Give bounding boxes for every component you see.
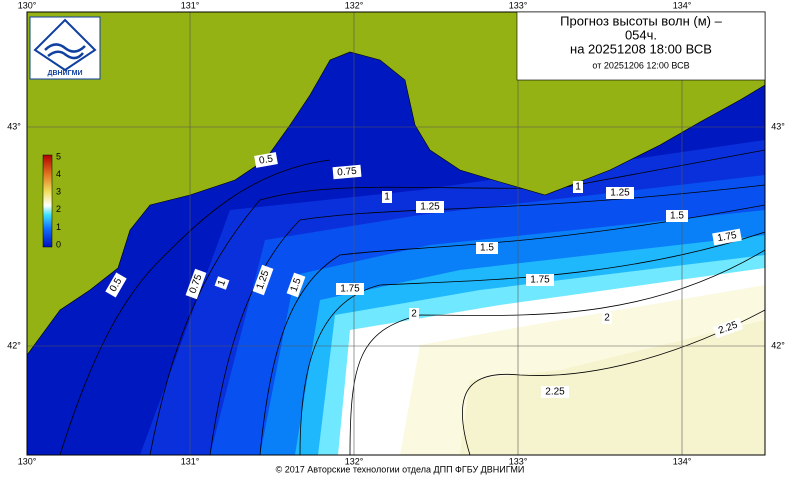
contour-value: 1.5 — [480, 243, 494, 254]
lat-label: 43° — [7, 121, 21, 131]
label-bg — [409, 308, 419, 320]
colorbar-tick: 3 — [56, 187, 61, 197]
contour-label: 1.25 — [606, 187, 634, 199]
contour-value: 1 — [216, 278, 228, 287]
contour-label: 2 — [409, 308, 419, 320]
contour-value: 2.25 — [545, 387, 565, 398]
colorbar-tick: 1 — [56, 222, 61, 232]
title-line: от 20251206 12:00 ВСВ — [592, 60, 689, 70]
contour-value: 1.75 — [340, 284, 360, 295]
logo: ДВНИГМИ — [29, 16, 101, 80]
logo-text: ДВНИГМИ — [48, 70, 83, 77]
colorbar-tick: 5 — [56, 151, 61, 161]
contour-value: 0.75 — [337, 166, 358, 179]
contour-value: 0.5 — [258, 153, 274, 166]
contour-label: 0.5 — [105, 272, 127, 298]
contour-value: 1.25 — [420, 202, 440, 213]
label-bg — [606, 187, 634, 199]
label-bg — [712, 228, 742, 246]
lon-label: 133° — [509, 0, 528, 10]
contour-label: 2 — [602, 312, 612, 324]
lat-label: 42° — [771, 340, 785, 350]
contour-value: 1.75 — [530, 275, 550, 286]
map-area — [27, 12, 765, 455]
title-line: Прогноз высоты волн (м) – — [560, 13, 722, 28]
contour-label: 2.25 — [541, 386, 569, 398]
label-bg — [573, 181, 583, 193]
colorbar — [42, 154, 53, 248]
contour-label: 1 — [573, 181, 583, 193]
label-bg — [602, 312, 612, 324]
label-bg — [254, 152, 278, 168]
lon-label: 131° — [181, 0, 200, 10]
lon-label: 134° — [673, 456, 692, 466]
lon-label: 134° — [673, 0, 692, 10]
label-bg — [286, 272, 306, 298]
label-bg — [416, 201, 444, 213]
contour-value: 1 — [575, 182, 581, 193]
contour-label: 0.5 — [254, 152, 278, 168]
lon-label: 130° — [18, 0, 37, 10]
contour-label: 1.5 — [666, 210, 688, 222]
contour-label: 1.5 — [286, 272, 306, 298]
label-bg — [666, 210, 688, 222]
contour-value: 2 — [411, 309, 417, 320]
lat-label: 42° — [7, 340, 21, 350]
contour-value: 1.5 — [670, 211, 684, 222]
contour-value: 2 — [604, 313, 610, 324]
land — [27, 12, 765, 356]
contour-label: 1.75 — [526, 274, 554, 286]
label-bg — [214, 276, 230, 290]
lon-label: 132° — [345, 0, 364, 10]
title-line: на 20251208 18:00 ВСВ — [570, 41, 712, 56]
label-bg — [541, 386, 569, 398]
contour-value: 1.75 — [716, 230, 738, 244]
colorbar-tick: 0 — [56, 239, 61, 249]
contour-value: 1.5 — [289, 276, 304, 293]
contour-value: 1.25 — [610, 188, 630, 199]
label-bg — [712, 317, 744, 339]
contour-label: 1.5 — [476, 242, 498, 254]
label-bg — [332, 164, 362, 180]
contour-value: 1 — [384, 192, 390, 203]
label-bg — [526, 274, 554, 286]
contour-label: 1.75 — [712, 228, 742, 246]
lon-label: 132° — [345, 456, 364, 466]
label-bg — [105, 272, 127, 298]
contour-label: 1.75 — [336, 283, 364, 295]
contour-label: 1 — [214, 276, 230, 290]
colorbar-tick: 4 — [56, 169, 61, 179]
label-bg — [336, 283, 364, 295]
footer: © 2017 Авторские технологии отдела ДПП Ф… — [276, 464, 525, 474]
lon-label: 131° — [181, 456, 200, 466]
label-bg — [476, 242, 498, 254]
title-line: 054ч. — [625, 27, 657, 42]
contour-label: 0.75 — [332, 164, 362, 180]
label-bg — [185, 268, 207, 300]
contour-label: 1 — [382, 191, 392, 203]
lon-label: 130° — [18, 456, 37, 466]
label-bg — [252, 264, 274, 296]
colorbar-tick: 2 — [56, 204, 61, 214]
lon-label: 133° — [509, 456, 528, 466]
lat-label: 43° — [771, 121, 785, 131]
contour-label: 1.25 — [416, 201, 444, 213]
label-bg — [382, 191, 392, 203]
